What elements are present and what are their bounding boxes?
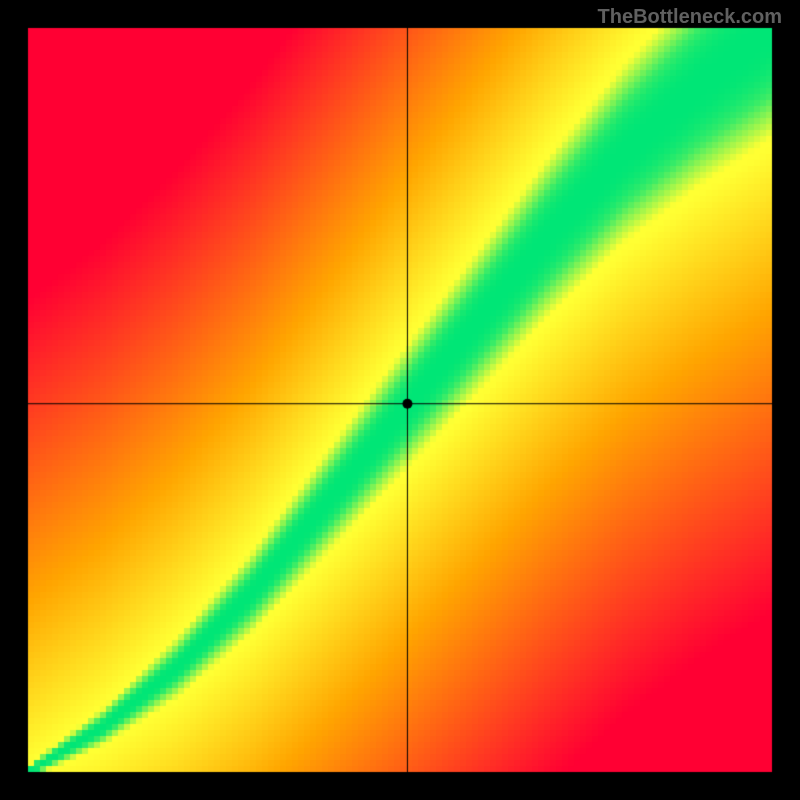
watermark-text: TheBottleneck.com xyxy=(598,6,782,29)
chart-container: TheBottleneck.com xyxy=(0,0,800,800)
bottleneck-heatmap xyxy=(0,0,800,800)
